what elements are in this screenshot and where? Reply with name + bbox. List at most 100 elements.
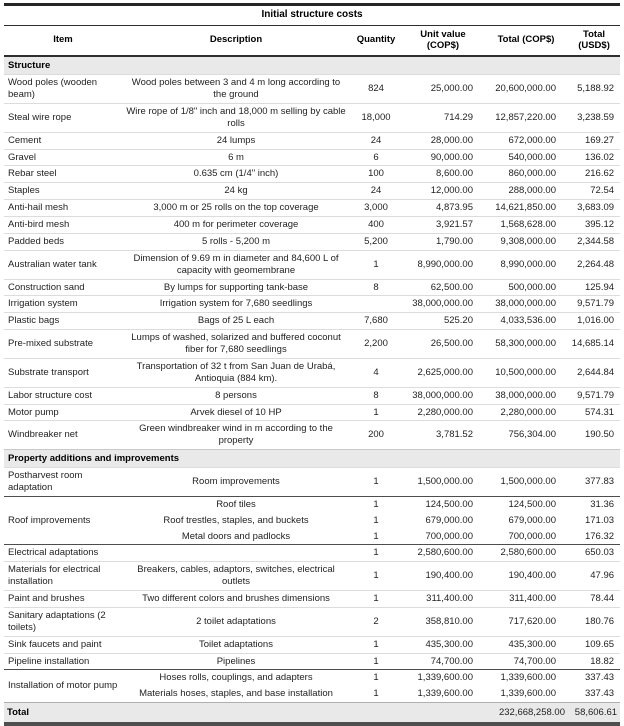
- unit-value-cell: 28,000.00: [402, 131, 484, 149]
- description-cell: Hoses rolls, couplings, and adapters: [122, 669, 350, 687]
- table-row: Substrate transport Transportation of 32 …: [4, 357, 621, 388]
- item-cell: Anti-bird mesh: [4, 216, 122, 234]
- quantity-cell: 824: [350, 74, 402, 104]
- total-cop-cell: 38,000,000.00: [484, 386, 568, 404]
- total-cop-cell: 1,568,628.00: [484, 216, 568, 234]
- quantity-cell: 6: [350, 148, 402, 166]
- unit-value-cell: 679,000.00: [425, 514, 473, 526]
- table-row: Electrical adaptations 1 2,580,600.00 2,580…: [4, 544, 621, 562]
- unit-value-cell: 2,580,600.00: [402, 544, 484, 562]
- item-cell: Motor pump: [4, 403, 122, 421]
- unit-value-cell: 525.20: [402, 312, 484, 330]
- quantity-cell: 1: [373, 530, 379, 542]
- total-usd-cell: 31.36: [568, 495, 621, 513]
- total-cop-cell: 124,500.00: [484, 495, 568, 513]
- description-cell: 400 m for perimeter coverage: [122, 216, 350, 234]
- item-cell: Wood poles (wooden beam): [4, 74, 122, 104]
- table-row: Sanitary adaptations (2 toilets) 2 toilet…: [4, 606, 621, 637]
- total-usd-cell: 47.96: [568, 561, 621, 591]
- description-cell: Pipelines: [122, 652, 350, 670]
- total-cop-cell: 435,300.00: [484, 635, 568, 653]
- unit-value-cell: 700,000.00: [425, 530, 473, 542]
- item-cell: Materials for electrical installation: [4, 561, 122, 591]
- total-label: Total: [4, 702, 122, 724]
- quantity-cell: 200: [350, 420, 402, 450]
- description-cell: Bags of 25 L each: [122, 312, 350, 330]
- column-header-quantity: Quantity: [350, 25, 402, 58]
- description-cell: 5 rolls - 5,200 m: [122, 232, 350, 251]
- quantity-cell: 1: [350, 652, 402, 670]
- unit-value-cell: 1,500,000.00: [402, 467, 484, 497]
- description-cell: 2 toilet adaptations: [122, 606, 350, 637]
- total-usd-cell: 650.03: [568, 544, 621, 562]
- unit-value-cell: 38,000,000.00: [402, 295, 484, 313]
- unit-value-cell: 1,339,600.00: [402, 669, 484, 687]
- unit-value-cell: 26,500.00: [402, 329, 484, 359]
- description-cell: Irrigation system for 7,680 seedlings: [122, 295, 350, 313]
- column-header-total-cop: Total (COP$): [484, 25, 568, 58]
- table-row: Roof trestles, staples, and buckets 1 679,…: [4, 513, 620, 529]
- item-cell: Plastic bags: [4, 312, 122, 330]
- total-row: Total 232,668,258.00 58,606.61: [4, 702, 621, 724]
- description-cell: 24 kg: [122, 182, 350, 200]
- unit-value-cell: 714.29: [402, 102, 484, 133]
- unit-value-cell: 25,000.00: [402, 74, 484, 104]
- unit-value-cell: 124,500.00: [402, 495, 484, 513]
- item-cell: Electrical adaptations: [4, 544, 122, 562]
- total-usd-cell: 1,016.00: [568, 312, 621, 330]
- item-cell: Pre-mixed substrate: [4, 329, 122, 359]
- quantity-cell: [350, 295, 402, 313]
- total-usd-cell: 5,188.92: [568, 74, 621, 104]
- table-row: Wood poles (wooden beam) Wood poles betwe…: [4, 74, 621, 104]
- quantity-cell: 3,000: [350, 199, 402, 217]
- item-cell: Anti-hail mesh: [4, 199, 122, 217]
- unit-value-cell: 311,400.00: [402, 590, 484, 608]
- total-cop-cell: 540,000.00: [484, 148, 568, 166]
- unit-value-cell: 3,781.52: [402, 420, 484, 450]
- quantity-cell: 24: [350, 131, 402, 149]
- table-row: Roof improvements Roof tiles 1 124,500.00 12…: [4, 495, 621, 545]
- quantity-cell: 100: [350, 165, 402, 183]
- item-cell: Rebar steel: [4, 165, 122, 183]
- unit-value-cell: 2,625,000.00: [402, 357, 484, 388]
- table-row: Gravel 6 m 6 90,000.00 540,000.00 136.02: [4, 148, 621, 166]
- item-cell: Australian water tank: [4, 249, 122, 279]
- total-usd-value: 58,606.61: [568, 702, 621, 724]
- quantity-cell: 5,200: [350, 232, 402, 251]
- total-cop-cell: 1,339,600.00: [500, 688, 556, 700]
- quantity-cell: 2,200: [350, 329, 402, 359]
- description-cell: Toilet adaptations: [122, 635, 350, 653]
- total-usd-cell: 377.83: [568, 467, 621, 497]
- total-usd-cell: 176.32: [584, 530, 615, 542]
- unit-value-cell: 62,500.00: [402, 278, 484, 296]
- table-row: Windbreaker net Green windbreaker wind in…: [4, 420, 621, 450]
- column-header-description: Description: [122, 25, 350, 58]
- item-cell: Padded beds: [4, 232, 122, 251]
- description-cell: Roof trestles, staples, and buckets: [163, 514, 309, 526]
- cost-table: Initial structure costs Item Description…: [4, 3, 621, 726]
- unit-value-cell: 435,300.00: [402, 635, 484, 653]
- description-cell: Lumps of washed, solarized and buffered …: [122, 329, 350, 359]
- description-cell: Materials hoses, staples, and base insta…: [139, 688, 333, 700]
- total-cop-cell: 10,500,000.00: [484, 357, 568, 388]
- table-row: Steal wire rope Wire rope of 1/8" inch an…: [4, 102, 621, 133]
- total-cop-cell: 860,000.00: [484, 165, 568, 183]
- table-body: Structure Wood poles (wooden beam) Wood po…: [4, 55, 621, 703]
- section-label: Property additions and improvements: [4, 449, 621, 468]
- total-usd-cell: 72.54: [568, 182, 621, 200]
- table-row: Motor pump Arvek diesel of 10 HP 1 2,280,00…: [4, 403, 621, 421]
- total-cop-cell: 288,000.00: [484, 182, 568, 200]
- description-cell: Wire rope of 1/8" inch and 18,000 m sell…: [122, 102, 350, 133]
- total-cop-cell: 14,621,850.00: [484, 199, 568, 217]
- total-cop-cell: 38,000,000.00: [484, 295, 568, 313]
- quantity-cell: 1: [373, 514, 379, 526]
- total-usd-cell: 3,683.09: [568, 199, 621, 217]
- table-row: Cement 24 lumps 24 28,000.00 672,000.00 169.2…: [4, 131, 621, 149]
- quantity-cell: 1: [350, 495, 402, 513]
- total-usd-cell: 216.62: [568, 165, 621, 183]
- quantity-cell: 2: [350, 606, 402, 637]
- total-cop-cell: 500,000.00: [484, 278, 568, 296]
- total-cop-cell: 4,033,536.00: [484, 312, 568, 330]
- table-row: Postharvest room adaptation Room improvem…: [4, 467, 621, 497]
